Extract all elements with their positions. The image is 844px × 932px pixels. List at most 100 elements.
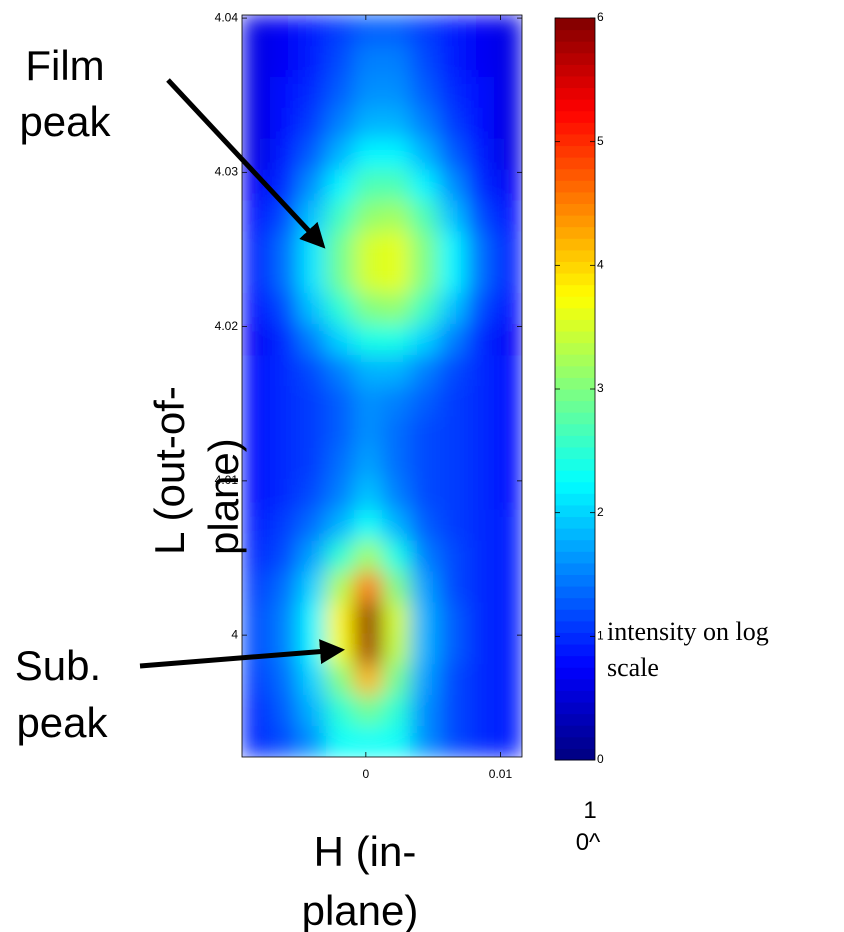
heatmap-cell	[466, 15, 495, 47]
heatmap-cell	[270, 726, 299, 757]
heatmap-cell	[382, 138, 411, 171]
heatmap-cell	[466, 107, 495, 140]
heatmap-cell	[242, 200, 271, 233]
heatmap-cell	[354, 355, 383, 387]
heatmap-cell	[270, 386, 299, 418]
heatmap-cell	[326, 45, 355, 78]
heatmap-cell	[438, 416, 467, 449]
heatmap-cell	[326, 478, 355, 511]
heatmap-cell	[466, 45, 495, 78]
heatmap-cell	[410, 571, 439, 604]
heatmap-cell	[438, 262, 467, 294]
heatmap-cell	[242, 76, 271, 109]
heatmap-cell	[354, 540, 383, 573]
heatmap-cell	[354, 231, 383, 263]
heatmap-cell	[270, 602, 299, 634]
heatmap-cell	[494, 571, 522, 604]
heatmap-cell	[242, 355, 271, 387]
heatmap-cell	[326, 107, 355, 140]
heatmap-cell	[382, 509, 411, 542]
heatmap-cell	[242, 231, 271, 263]
heatmap-cell	[242, 664, 271, 696]
heatmap-cell	[298, 447, 327, 480]
heatmap-cell	[242, 633, 271, 665]
heatmap-cell	[270, 138, 299, 171]
heatmap-cell	[466, 262, 495, 294]
heatmap-cell	[242, 478, 271, 511]
heatmap-cell	[354, 200, 383, 233]
heatmap-cell	[494, 664, 522, 696]
heatmap-cell	[354, 695, 383, 727]
heatmap-cell	[494, 262, 522, 294]
heatmap-cell	[354, 571, 383, 604]
x-axis-label: H (in-	[314, 828, 417, 875]
heatmap-cell	[494, 138, 522, 171]
heatmap-cell	[242, 15, 271, 47]
heatmap-cell	[270, 293, 299, 325]
heatmap-cell	[438, 231, 467, 263]
heatmap-cell	[494, 324, 522, 356]
heatmap-cell	[466, 293, 495, 325]
heatmap-cell	[298, 169, 327, 202]
heatmap-cell	[326, 447, 355, 480]
heatmap-cell	[438, 540, 467, 573]
heatmap-cell	[438, 695, 467, 727]
heatmap-cell	[438, 107, 467, 140]
heatmap-cell	[298, 509, 327, 542]
heatmap-cell	[382, 76, 411, 109]
heatmap-cell	[466, 633, 495, 665]
heatmap-cell	[382, 726, 411, 757]
heatmap-cell	[298, 138, 327, 171]
colorbar-tick-label: 0	[597, 752, 604, 766]
x-axis-label: plane)	[302, 887, 419, 932]
heatmap-cell	[242, 324, 271, 356]
heatmap-cell	[298, 695, 327, 727]
heatmap-cell	[270, 324, 299, 356]
heatmap-cell	[466, 169, 495, 202]
heatmap-cell	[298, 540, 327, 573]
heatmap-cell	[270, 15, 299, 47]
heatmap-cell	[326, 540, 355, 573]
heatmap-cell	[354, 478, 383, 511]
heatmap-cell	[410, 478, 439, 511]
heatmap-cell	[438, 293, 467, 325]
y-tick-label: 4.04	[215, 10, 239, 24]
y-axis-label: L (out-of-	[146, 386, 193, 555]
heatmap-cell	[326, 355, 355, 387]
heatmap-cell	[438, 509, 467, 542]
heatmap-cell	[438, 15, 467, 47]
y-axis-label: plane)	[200, 438, 247, 555]
annotation: Film	[25, 42, 104, 89]
heatmap-cell	[438, 138, 467, 171]
heatmap-cell	[438, 478, 467, 511]
heatmap-cell	[466, 416, 495, 449]
heatmap-cell	[494, 478, 522, 511]
heatmap-cell	[354, 76, 383, 109]
heatmap-cell	[382, 664, 411, 696]
heatmap-cell	[382, 293, 411, 325]
heatmap-cell	[382, 571, 411, 604]
annotation: peak	[19, 98, 111, 145]
y-tick-label: 4.03	[215, 165, 239, 179]
heatmap-cell	[354, 45, 383, 78]
colorbar-label: intensity on log	[607, 617, 769, 646]
heatmap-cell	[298, 478, 327, 511]
heatmap-cell	[326, 169, 355, 202]
heatmap-cell	[410, 416, 439, 449]
heatmap-cell	[298, 416, 327, 449]
colorbar-tick-label: 6	[597, 10, 604, 24]
x-tick-label: 0	[363, 767, 370, 781]
heatmap-cell	[354, 293, 383, 325]
heatmap-cell	[298, 324, 327, 356]
heatmap-cell	[466, 602, 495, 634]
heatmap-cell	[270, 478, 299, 511]
heatmap-cell	[438, 386, 467, 418]
heatmap-cell	[494, 355, 522, 387]
heatmap-cell	[438, 664, 467, 696]
heatmap-cell	[382, 355, 411, 387]
heatmap-cell	[326, 231, 355, 263]
heatmap-cell	[298, 107, 327, 140]
heatmap-cell	[438, 447, 467, 480]
heatmap-cell	[242, 416, 271, 449]
heatmap-cell	[494, 293, 522, 325]
